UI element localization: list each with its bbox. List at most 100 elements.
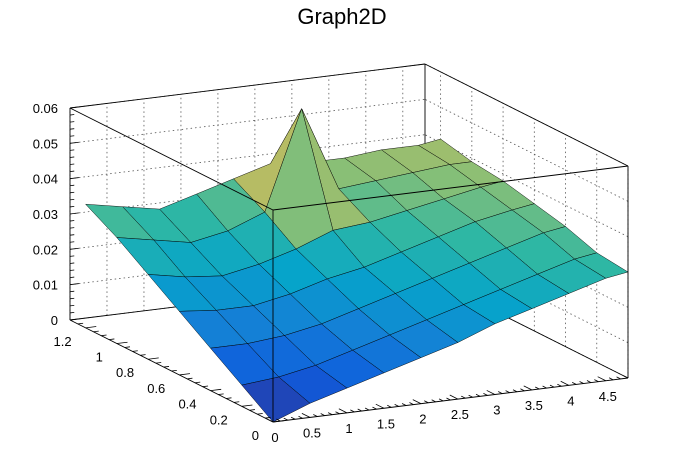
y-tick <box>272 420 284 423</box>
z-gridline <box>424 98 629 202</box>
x-minor-tick <box>512 389 518 393</box>
x-minor-tick <box>409 402 414 405</box>
x-tick <box>486 390 496 395</box>
z-gridline <box>424 134 629 238</box>
z-minor-tick <box>69 234 75 236</box>
x-tick-label: 3 <box>493 403 500 418</box>
z-minor-tick <box>69 135 75 137</box>
y-tick-label: 0 <box>252 428 259 443</box>
x-minor-tick <box>594 379 599 383</box>
x-minor-tick <box>335 411 340 415</box>
x-minor-tick <box>468 394 473 398</box>
x-tick-label: 0.5 <box>303 425 321 440</box>
x-minor-tick <box>586 380 592 383</box>
z-tick-label: 0.03 <box>33 207 58 222</box>
y-tick-label: 1.2 <box>54 334 72 349</box>
x-minor-tick <box>542 385 547 389</box>
x-tick-label: 4 <box>567 393 574 408</box>
x-minor-tick <box>623 375 629 379</box>
y-minor-tick <box>194 381 201 384</box>
box-edge <box>272 165 629 211</box>
y-minor-tick <box>226 397 232 399</box>
x-minor-tick <box>357 408 362 412</box>
y-tick-label: 0.2 <box>210 412 228 427</box>
z-minor-tick <box>69 269 75 271</box>
y-minor-tick <box>77 322 84 325</box>
x-minor-tick <box>276 418 281 422</box>
y-minor-tick <box>124 346 131 348</box>
y-minor-tick <box>93 330 99 333</box>
y-tick <box>210 388 222 392</box>
z-gridline <box>69 134 426 180</box>
x-minor-tick <box>350 409 355 413</box>
x-minor-tick <box>571 382 577 385</box>
y-tick <box>116 341 128 344</box>
y-minor-tick <box>155 362 162 364</box>
x-minor-tick <box>438 398 444 402</box>
z-minor-tick <box>69 191 75 194</box>
y-minor-tick <box>218 393 224 395</box>
x-tick <box>301 412 311 418</box>
y-minor-tick <box>249 409 255 411</box>
y-tick <box>241 404 253 407</box>
z-minor-tick <box>69 149 75 151</box>
x-tick <box>597 376 606 382</box>
x-minor-tick <box>535 386 540 390</box>
x-minor-tick <box>446 397 451 401</box>
x-minor-tick <box>520 388 525 392</box>
y-minor-tick <box>140 354 146 356</box>
z-minor-tick <box>69 128 75 130</box>
z-minor-tick <box>69 227 75 229</box>
x-minor-tick <box>364 407 370 411</box>
x-tick-label: 1.5 <box>377 416 395 431</box>
z-tick-label: 0.05 <box>33 136 58 151</box>
z-tick <box>69 141 79 144</box>
y-minor-tick <box>101 334 107 337</box>
x-minor-tick <box>320 413 325 416</box>
z-minor-tick <box>69 206 75 208</box>
y-minor-tick <box>163 366 170 368</box>
z-minor-tick <box>69 220 75 222</box>
z-minor-tick <box>69 276 75 278</box>
x-minor-tick <box>327 412 333 416</box>
x-tick-label: 4.5 <box>599 389 617 404</box>
x-minor-tick <box>483 393 488 396</box>
x-minor-tick <box>616 376 621 380</box>
z-minor-tick <box>69 312 75 314</box>
z-tick-label: 0.02 <box>33 242 58 257</box>
z-tick <box>69 318 79 321</box>
x-minor-tick <box>461 395 466 399</box>
x-tick <box>375 403 385 409</box>
z-minor-tick <box>69 262 75 264</box>
y-minor-tick <box>187 377 193 380</box>
y-minor-tick <box>202 385 209 388</box>
z-minor-tick <box>69 297 75 300</box>
x-minor-tick <box>431 399 436 403</box>
y-tick-label: 0.4 <box>178 397 196 412</box>
x-minor-tick <box>424 400 429 404</box>
z-tick <box>69 283 79 286</box>
x-minor-tick <box>290 416 296 420</box>
x-tick <box>449 394 459 400</box>
z-tick-label: 0 <box>51 313 58 328</box>
x-minor-tick <box>579 381 584 384</box>
z-minor-tick <box>69 198 75 201</box>
z-minor-tick <box>69 170 75 172</box>
y-tick-label: 0.6 <box>147 381 165 396</box>
x-minor-tick <box>394 404 399 407</box>
z-minor-tick <box>69 184 75 187</box>
z-gridline <box>69 98 426 144</box>
box-edge <box>424 63 629 167</box>
z-minor-tick <box>69 163 75 165</box>
y-minor-tick <box>108 338 115 341</box>
x-minor-tick <box>557 383 562 387</box>
x-tick <box>560 380 570 386</box>
y-minor-tick <box>257 413 263 415</box>
y-minor-tick <box>233 401 240 403</box>
y-tick <box>148 357 159 360</box>
x-tick <box>523 385 533 391</box>
box-edge <box>69 107 274 211</box>
z-tick-label: 0.01 <box>33 278 58 293</box>
z-tick <box>69 212 79 215</box>
